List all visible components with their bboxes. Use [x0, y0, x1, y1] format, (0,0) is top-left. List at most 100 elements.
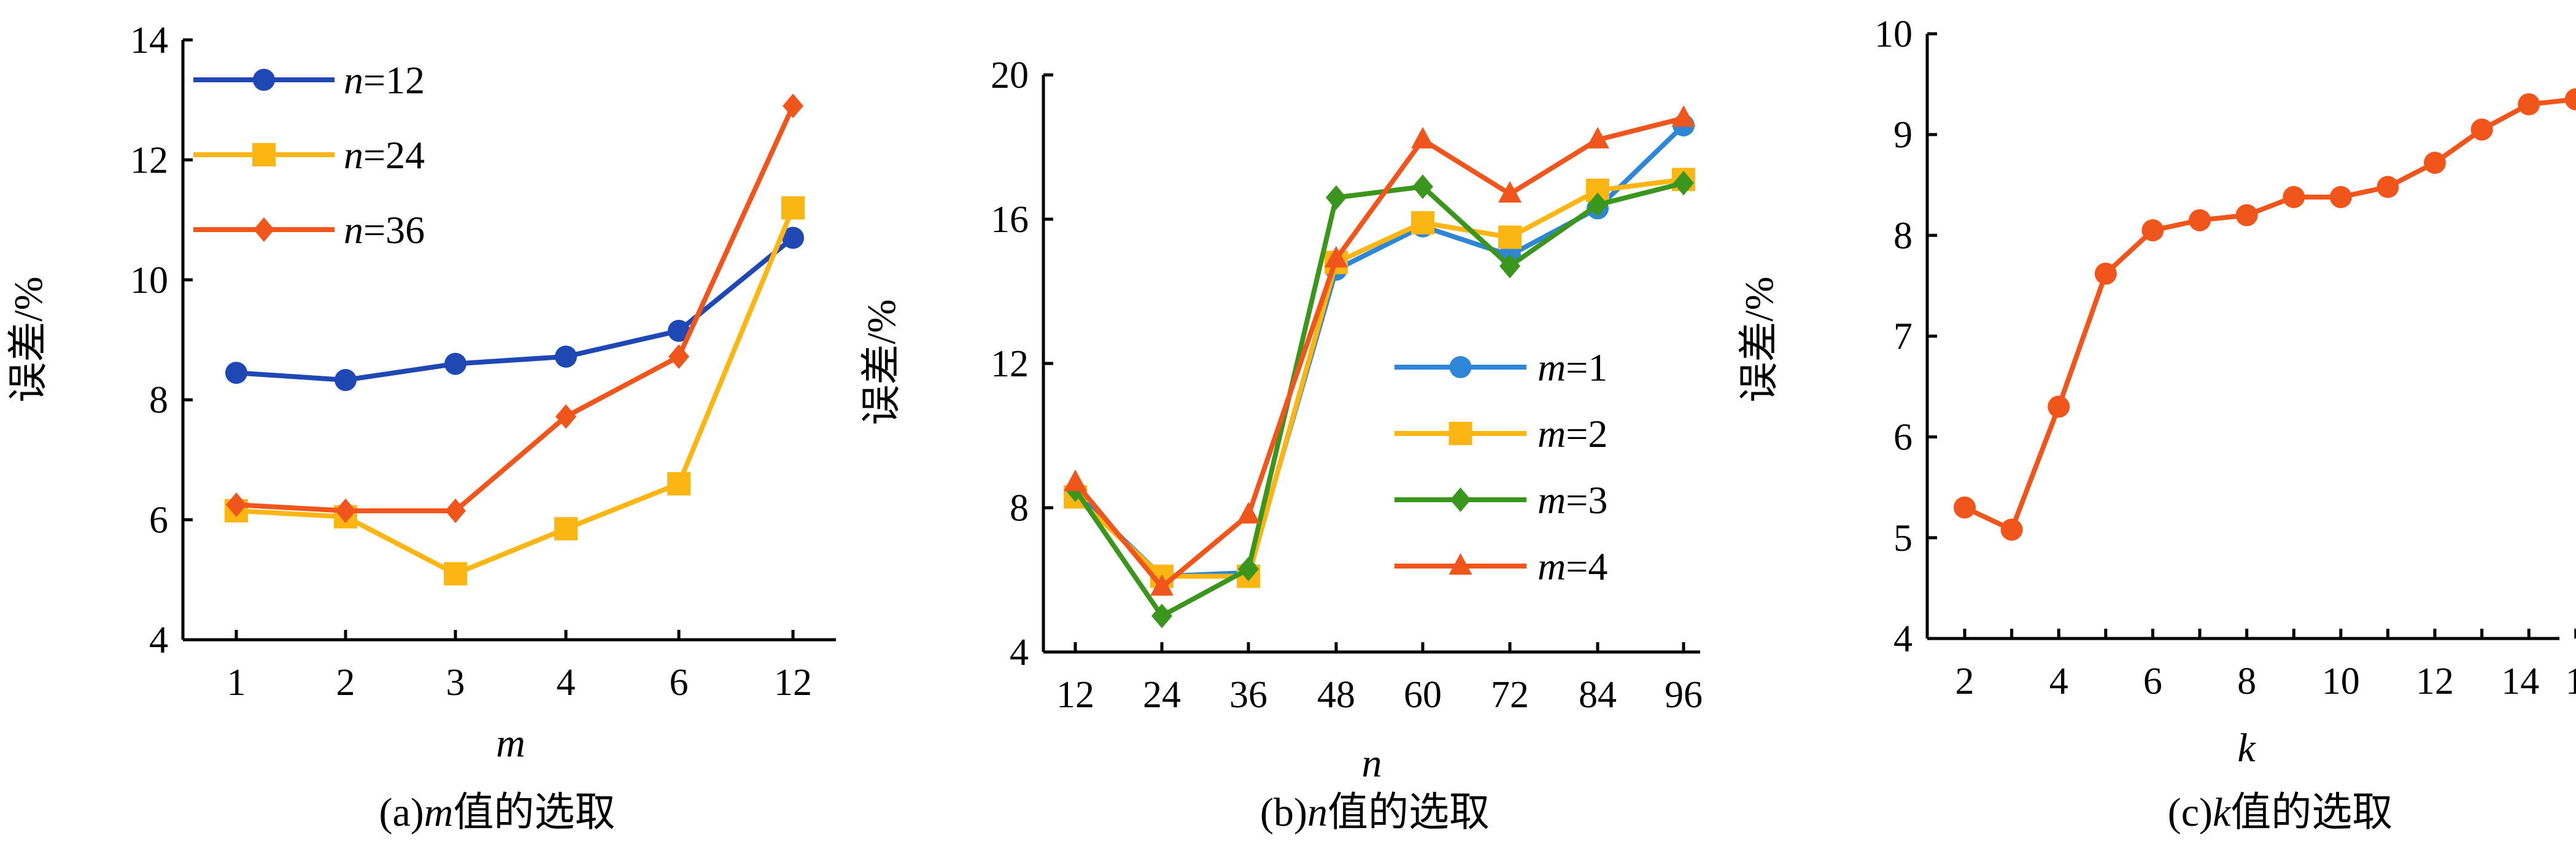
a-point	[445, 498, 466, 523]
a-point	[554, 517, 578, 541]
c-point	[2235, 204, 2258, 227]
b-point	[1150, 574, 1174, 596]
x-tick-label: 3	[446, 662, 465, 704]
legend-point	[1450, 487, 1471, 512]
y-tick-label: 7	[1893, 316, 1913, 358]
c-point	[1954, 496, 1976, 519]
x-tick-label: 60	[1404, 674, 1442, 716]
y-tick-label: 4	[1893, 618, 1913, 660]
b-point	[1326, 185, 1347, 210]
a-point	[668, 344, 689, 369]
panel-caption: (b)n值的选取	[1260, 790, 1490, 835]
x-axis-label: m	[496, 721, 525, 766]
legend-point	[252, 143, 276, 166]
a-point	[555, 345, 577, 368]
x-tick-label: 84	[1579, 674, 1617, 716]
b-series-line	[1073, 181, 1684, 619]
a-series-line	[236, 207, 795, 576]
y-tick-label: 10	[130, 260, 168, 301]
panel-caption: (a)m值的选取	[379, 790, 616, 835]
a-point	[444, 352, 466, 375]
legend-label: n=24	[344, 133, 425, 177]
c-point	[2189, 209, 2211, 231]
legend-point	[1449, 553, 1472, 575]
legend-label: m=1	[1537, 346, 1607, 389]
y-tick-label: 12	[991, 343, 1029, 385]
x-tick-label: 8	[2237, 661, 2256, 702]
x-tick-label: 4	[2049, 661, 2068, 702]
a-point	[226, 492, 247, 518]
x-tick-label: 2	[336, 662, 355, 704]
x-tick-label: 6	[2143, 661, 2162, 702]
x-tick-label: 4	[557, 662, 576, 704]
chart-panel-c: 4 5 6 7 8 9 10 2 4 6 8 10 12 14 15 k 误差/% (c)k值的选取	[1737, 14, 2576, 835]
a-point	[444, 562, 467, 586]
x-axis-label: n	[1362, 741, 1382, 786]
x-tick-label: 12	[2416, 661, 2454, 702]
b-point	[1151, 604, 1172, 629]
c-point	[2470, 118, 2493, 141]
y-tick-label: 8	[1893, 215, 1913, 257]
b-point	[1498, 181, 1522, 203]
y-tick-label: 8	[1010, 487, 1029, 529]
a-point	[783, 93, 803, 118]
c-point	[2564, 88, 2576, 111]
a-point	[668, 319, 690, 342]
b-series-line	[1073, 115, 1684, 590]
x-tick-label: 12	[774, 662, 812, 704]
b-point	[1238, 556, 1259, 581]
legend-point	[1449, 422, 1472, 445]
c-point	[2377, 176, 2399, 198]
y-tick-label: 10	[1874, 14, 1913, 55]
a-point	[667, 472, 690, 495]
b-point	[1325, 246, 1348, 268]
y-axis-label: 误差/%	[1737, 276, 1782, 402]
c-point	[2518, 93, 2540, 115]
y-tick-label: 8	[149, 379, 168, 421]
c-point	[2048, 395, 2070, 418]
y-tick-label: 6	[149, 500, 168, 542]
c-point	[2329, 185, 2352, 208]
b-point	[1064, 469, 1087, 491]
panel-caption: (c)k值的选取	[2168, 790, 2393, 835]
b-point	[1672, 105, 1695, 127]
a-series-line	[236, 236, 795, 382]
x-tick-label: 6	[670, 662, 689, 704]
b-point	[1411, 126, 1434, 149]
a-point	[781, 196, 805, 220]
y-tick-label: 16	[991, 199, 1029, 241]
y-tick-label: 5	[1893, 518, 1913, 559]
x-tick-label: 36	[1229, 674, 1267, 716]
x-axis-label: k	[2237, 726, 2256, 771]
x-tick-label: 72	[1491, 674, 1529, 716]
a-point	[225, 362, 247, 384]
x-tick-label: 1	[227, 662, 246, 704]
x-tick-label: 48	[1317, 674, 1355, 716]
b-point	[1411, 211, 1434, 235]
b-point	[1587, 192, 1608, 217]
legend-label: n=12	[344, 58, 425, 102]
b-point	[1673, 171, 1694, 196]
y-axis-label: 误差/%	[6, 276, 51, 402]
legend-point	[253, 69, 275, 91]
x-tick-label: 10	[2322, 661, 2360, 702]
y-tick-label: 4	[1010, 632, 1029, 673]
legend-point	[1449, 356, 1472, 378]
x-tick-label: 12	[1056, 674, 1094, 716]
b-point	[1412, 174, 1433, 200]
c-point	[2141, 219, 2164, 242]
y-tick-label: 4	[149, 619, 168, 661]
c-series-line	[1963, 96, 2576, 532]
c-point	[2094, 262, 2117, 285]
y-axis-label: 误差/%	[859, 299, 904, 425]
legend-label: m=3	[1537, 478, 1607, 522]
b-point	[1586, 126, 1609, 149]
c-point	[2283, 185, 2305, 208]
x-tick-label: 2	[1955, 661, 1975, 702]
x-tick-label: 24	[1143, 674, 1181, 716]
y-tick-label: 20	[991, 55, 1029, 96]
x-tick-label: 14	[2501, 661, 2539, 702]
legend-label: m=4	[1537, 545, 1607, 588]
